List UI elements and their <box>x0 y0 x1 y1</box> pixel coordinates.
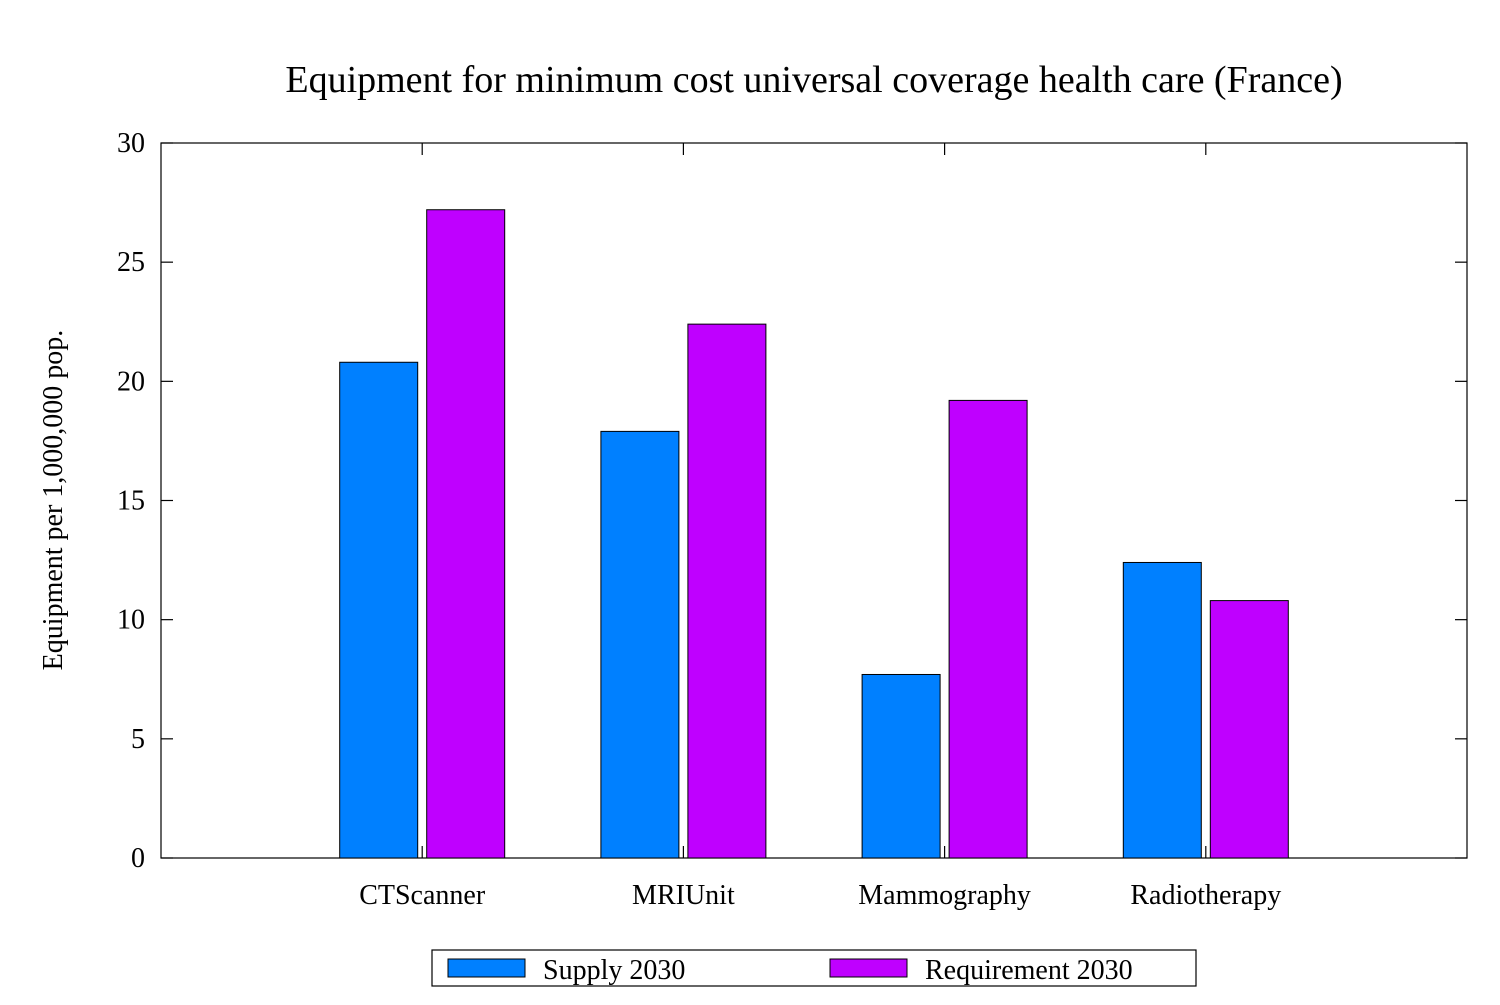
x-tick-label-mriunit: MRIUnit <box>632 880 735 911</box>
bar-ctscanner-supply-2030 <box>339 361 419 859</box>
y-tick-label: 15 <box>117 486 145 517</box>
legend-label-requirement-2030: Requirement 2030 <box>925 955 1133 986</box>
bar-radiotherapy-supply-2030 <box>1122 561 1202 859</box>
y-tick-label: 10 <box>117 605 145 636</box>
legend: Supply 2030 Requirement 2030 <box>431 949 1197 987</box>
bar-radiotherapy-requirement-2030 <box>1209 600 1289 859</box>
y-axis-ticks: 0 5 10 15 20 25 30 <box>117 128 1467 874</box>
y-tick-label: 25 <box>117 247 145 278</box>
legend-swatch-requirement-2030 <box>829 958 908 978</box>
y-tick-label: 30 <box>117 128 145 159</box>
y-tick-label: 0 <box>131 843 145 874</box>
x-axis-tick-labels: CTScanner MRIUnit Mammography Radiotherapy <box>359 880 1281 911</box>
x-tick-label-ctscanner: CTScanner <box>359 880 486 911</box>
bar-mriunit-requirement-2030 <box>687 323 767 859</box>
legend-label-supply-2030: Supply 2030 <box>543 955 685 986</box>
legend-frame <box>431 949 1197 987</box>
y-axis-label: Equipment per 1,000,000 pop. <box>38 330 69 671</box>
bar-ctscanner-requirement-2030 <box>426 209 506 859</box>
legend-swatch-supply-2030 <box>447 958 526 978</box>
x-tick-label-mammography: Mammography <box>858 880 1031 911</box>
chart-title: Equipment for minimum cost universal cov… <box>285 59 1342 101</box>
bar-mriunit-supply-2030 <box>600 430 680 859</box>
y-tick-label: 5 <box>131 724 145 755</box>
x-tick-label-radiotherapy: Radiotherapy <box>1130 880 1281 911</box>
bar-mammography-supply-2030 <box>861 673 941 859</box>
bars <box>339 209 1289 859</box>
x-axis-ticks <box>421 143 1207 858</box>
y-tick-label: 20 <box>117 366 145 397</box>
bar-mammography-requirement-2030 <box>948 399 1028 859</box>
